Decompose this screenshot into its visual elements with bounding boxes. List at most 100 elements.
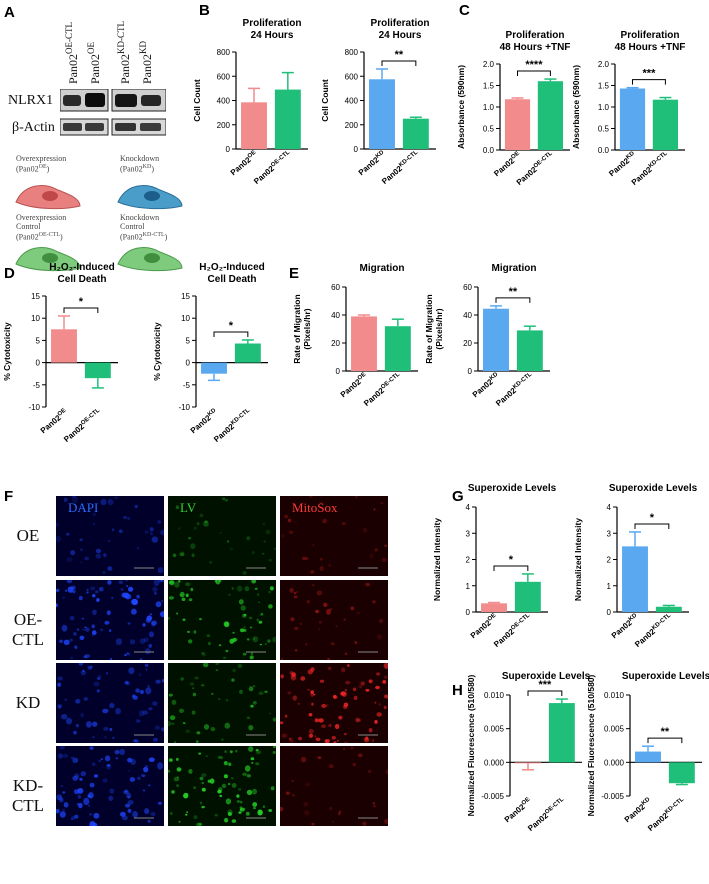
bar — [668, 762, 695, 784]
y-axis-label: % Cytotoxicity — [2, 322, 12, 381]
blot-lane-label: Pan02OE-CTL — [64, 22, 80, 84]
chart-title: Migration — [492, 263, 537, 274]
y-tick-label: 15 — [31, 292, 40, 301]
y-axis-label: Absorbance (590nm) — [571, 65, 581, 149]
channel-label: DAPI — [68, 500, 99, 515]
y-tick-label: 200 — [345, 121, 359, 130]
panel-label-c: C — [459, 2, 470, 19]
micrograph-oe-ctl-dapi — [56, 580, 164, 660]
chart-title: H₂O₂-Induced — [49, 262, 115, 273]
chart-e2: Migration 0 20 40 60 Rate of Migration (Pixels… — [424, 263, 550, 408]
micrograph-kd-ctl-lv — [168, 746, 276, 826]
micrograph-oe-ctl-mitosox — [280, 580, 388, 660]
chart-title: Cell Death — [58, 274, 107, 285]
chart-g2: Superoxide Levels 0 1 2 3 4 Normalized Intensi… — [573, 483, 698, 649]
significance-stars: * — [79, 296, 84, 308]
blot-bands — [60, 89, 166, 136]
blot-row-label: NLRX1 — [8, 93, 54, 108]
y-axis-label: Rate of Migration — [292, 294, 302, 363]
bar — [515, 762, 541, 764]
micrograph-kd-ctl-mitosox — [280, 746, 388, 826]
sample-row-label: KD — [15, 693, 41, 712]
bar — [655, 606, 682, 612]
chart-title: 24 Hours — [251, 30, 294, 41]
x-tick-label: Pan02OE — [39, 408, 69, 436]
bar — [514, 581, 541, 612]
y-tick-label: 0 — [226, 145, 231, 154]
y-tick-label: 3 — [607, 529, 612, 538]
y-tick-label: 0.0 — [598, 146, 610, 155]
y-tick-label: 800 — [217, 48, 231, 57]
significance-stars: * — [650, 512, 655, 524]
y-axis-label: Normalized Fluorescence (510/580) — [586, 674, 596, 816]
y-tick-label: -0.005 — [601, 792, 624, 801]
y-tick-label: 400 — [217, 97, 231, 106]
y-tick-label: 2.0 — [598, 60, 610, 69]
micrograph-oe-lv — [168, 496, 276, 576]
y-axis-label: Rate of Migration — [424, 294, 434, 363]
y-tick-label: 0.005 — [604, 725, 625, 734]
significance-bracket — [493, 565, 529, 571]
y-tick-label: 1 — [466, 582, 471, 591]
chart-h1: Superoxide Levels -0.005 0.000 0.005 0.010 No… — [466, 671, 591, 833]
significance-stars: ** — [509, 286, 518, 298]
bar — [652, 99, 678, 150]
y-tick-label: 0 — [468, 367, 473, 376]
y-axis-label: (Pixels/hr) — [302, 308, 312, 349]
sample-row-label: OE — [16, 526, 40, 545]
chart-title: Cell Death — [208, 274, 257, 285]
x-tick-label: Pan02OE — [229, 150, 259, 178]
y-tick-label: 0 — [607, 608, 612, 617]
significance-stars: *** — [643, 68, 657, 80]
y-tick-label: 0 — [186, 359, 191, 368]
y-tick-label: 60 — [331, 283, 340, 292]
y-axis-label: (Pixels/hr) — [434, 308, 444, 349]
y-axis-label: Cell Count — [192, 79, 202, 122]
significance-bracket — [632, 79, 666, 85]
y-tick-label: 20 — [331, 339, 340, 348]
y-tick-label: 1.0 — [483, 103, 495, 112]
significance-bracket — [381, 60, 417, 66]
chart-title: Superoxide Levels — [622, 671, 709, 682]
y-tick-label: -5 — [33, 381, 41, 390]
y-axis-label: Normalized Intensity — [573, 518, 583, 601]
y-tick-label: 0.000 — [604, 758, 625, 767]
bar — [619, 88, 646, 150]
bar — [84, 362, 111, 379]
y-axis-label: Absorbance (590nm) — [456, 65, 466, 149]
bar — [635, 751, 661, 763]
significance-bracket — [517, 70, 551, 77]
y-tick-label: 4 — [607, 503, 612, 512]
chart-title: Superoxide Levels — [609, 483, 698, 494]
chart-title: 48 Hours +TNF — [500, 42, 571, 53]
y-tick-label: 40 — [463, 311, 472, 320]
cell-illustration-kd-ctl — [117, 247, 183, 272]
bar — [201, 362, 227, 374]
bar — [241, 102, 267, 149]
bar — [622, 546, 648, 612]
chart-title: Superoxide Levels — [502, 671, 591, 682]
chart-title: Proliferation — [621, 30, 680, 41]
chart-e1: Migration 0 20 40 60 Rate of Migration (Pixels… — [292, 263, 418, 408]
y-tick-label: 0.0 — [483, 146, 495, 155]
significance-bracket — [634, 523, 670, 529]
cell-illustration-oe-ctl — [15, 247, 81, 272]
y-tick-label: 2 — [466, 556, 471, 565]
bar — [537, 81, 563, 150]
y-tick-label: 1.5 — [598, 82, 610, 91]
y-tick-label: 1 — [607, 582, 612, 591]
y-tick-label: 2 — [607, 556, 612, 565]
blot-lane-label: Pan02KD-CTL — [116, 21, 132, 84]
significance-bracket — [527, 690, 563, 697]
y-axis-label: Cell Count — [320, 79, 330, 122]
y-tick-label: 15 — [181, 292, 190, 301]
panel-label-g: G — [452, 488, 464, 505]
y-tick-label: 0.005 — [484, 725, 505, 734]
y-tick-label: 40 — [331, 311, 340, 320]
x-tick-label: Pan02KD — [357, 149, 388, 177]
cell-caption: Overexpression Control (Pan02OE-CTL) — [16, 213, 67, 242]
